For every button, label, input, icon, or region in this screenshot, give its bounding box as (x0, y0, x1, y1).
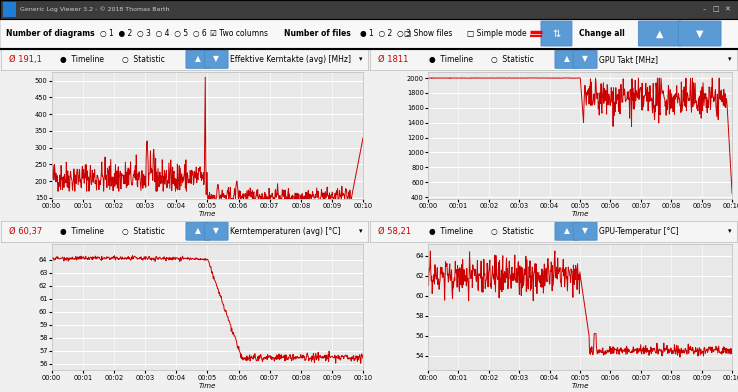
Text: □: □ (713, 6, 719, 13)
Text: ▼: ▼ (582, 226, 588, 235)
Text: Change all: Change all (579, 29, 625, 38)
FancyBboxPatch shape (573, 51, 597, 68)
Text: ▼: ▼ (213, 54, 219, 64)
FancyBboxPatch shape (204, 222, 228, 240)
X-axis label: Time: Time (571, 212, 589, 218)
Text: ▾: ▾ (359, 56, 362, 62)
Text: ●  Timeline: ● Timeline (60, 227, 104, 236)
Text: ▲: ▲ (195, 54, 201, 64)
Bar (3, 2, 16, 16)
Text: ▼: ▼ (696, 29, 703, 38)
Text: Effektive Kerntakte (avg) [MHz]: Effektive Kerntakte (avg) [MHz] (230, 55, 351, 64)
X-axis label: Time: Time (199, 383, 216, 389)
Text: Kerntemperaturen (avg) [°C]: Kerntemperaturen (avg) [°C] (230, 227, 341, 236)
Text: ○  Statistic: ○ Statistic (123, 227, 165, 236)
FancyBboxPatch shape (186, 222, 210, 240)
Text: ▾: ▾ (728, 228, 731, 234)
FancyBboxPatch shape (638, 21, 681, 46)
Text: Generic Log Viewer 3.2 - © 2018 Thomas Barth: Generic Log Viewer 3.2 - © 2018 Thomas B… (20, 7, 170, 12)
Text: Ø 60,37: Ø 60,37 (9, 227, 42, 236)
Text: ▾: ▾ (728, 56, 731, 62)
Text: ▼: ▼ (582, 54, 588, 64)
Text: –: – (703, 6, 706, 13)
Text: Ø 191,1: Ø 191,1 (9, 55, 41, 64)
Text: ●  Timeline: ● Timeline (429, 227, 473, 236)
Text: ○  Statistic: ○ Statistic (123, 55, 165, 64)
FancyBboxPatch shape (186, 51, 210, 68)
Text: ●  Timeline: ● Timeline (60, 55, 104, 64)
Text: GPU-Temperatur [°C]: GPU-Temperatur [°C] (599, 227, 679, 236)
Text: ●  Timeline: ● Timeline (429, 55, 473, 64)
Text: □ Simple mode: □ Simple mode (467, 29, 527, 38)
Text: GPU Takt [MHz]: GPU Takt [MHz] (599, 55, 658, 64)
Text: ✕: ✕ (724, 6, 730, 13)
Text: ▼: ▼ (213, 226, 219, 235)
Text: ⇅: ⇅ (552, 29, 561, 38)
FancyBboxPatch shape (555, 222, 579, 240)
Text: ● 1  ○ 2  ○ 3: ● 1 ○ 2 ○ 3 (360, 29, 411, 38)
Text: ▲: ▲ (564, 54, 570, 64)
FancyBboxPatch shape (573, 222, 597, 240)
Text: Ø 58,21: Ø 58,21 (378, 227, 411, 236)
Text: ▾: ▾ (359, 228, 362, 234)
Text: ○  Statistic: ○ Statistic (492, 227, 534, 236)
Text: Number of diagrams: Number of diagrams (6, 29, 94, 38)
Text: ☑ Two columns: ☑ Two columns (210, 29, 269, 38)
FancyBboxPatch shape (555, 51, 579, 68)
Text: ▲: ▲ (564, 226, 570, 235)
FancyBboxPatch shape (541, 21, 572, 46)
FancyBboxPatch shape (678, 21, 721, 46)
Text: ▲: ▲ (656, 29, 663, 38)
Text: Ø 1811: Ø 1811 (378, 55, 408, 64)
X-axis label: Time: Time (571, 383, 589, 389)
FancyBboxPatch shape (204, 51, 228, 68)
Text: ▲: ▲ (195, 226, 201, 235)
Text: ○  Statistic: ○ Statistic (492, 55, 534, 64)
Text: □ Show files: □ Show files (404, 29, 453, 38)
Text: ○ 1  ● 2  ○ 3  ○ 4  ○ 5  ○ 6: ○ 1 ● 2 ○ 3 ○ 4 ○ 5 ○ 6 (100, 29, 207, 38)
X-axis label: Time: Time (199, 212, 216, 218)
Text: Number of files: Number of files (284, 29, 351, 38)
